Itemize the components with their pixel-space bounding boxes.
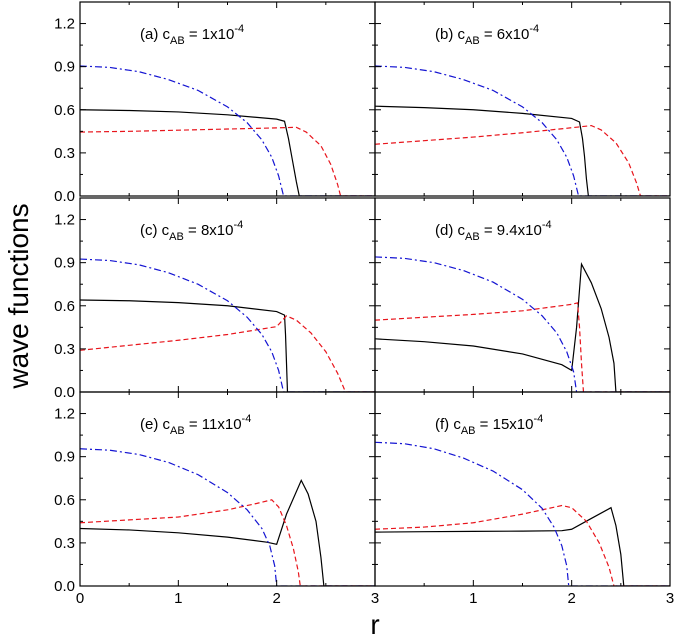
- panel-title-prefix: (d) c: [435, 222, 466, 239]
- x-axis-label: r: [370, 609, 379, 640]
- panel-title-prefix: (c) c: [140, 222, 170, 239]
- y-tick-label: 0.9: [54, 449, 75, 466]
- panel-title-value: = 1x10: [185, 26, 235, 43]
- series-dashed-line: [375, 124, 670, 196]
- panel-e: 0.0 0.3 0.6 0.9 1.2 0 1 2 3 (e) cAB = 11x10-4: [54, 391, 379, 607]
- panel-title-value: = 8x10: [184, 222, 234, 239]
- panel-f: 1 2 3 (f) cAB = 15x10-4: [374, 391, 674, 607]
- y-tick-label: 0.0: [54, 188, 75, 205]
- panel-title-superscript: -4: [233, 219, 243, 231]
- panel-a: 0.0 0.3 0.6 0.9 1.2 (a) cAB = 1x10-4: [54, 1, 376, 205]
- panel-title: (d) cAB = 9.4x10-4: [435, 219, 552, 243]
- x-tick-label: 2: [567, 590, 575, 607]
- panel-title-subscript: AB: [170, 425, 185, 437]
- series-solid-line: [80, 478, 375, 586]
- panel-title-subscript: AB: [170, 35, 185, 47]
- panel-title-superscript: -4: [529, 23, 539, 35]
- y-tick-label: 0.9: [54, 59, 75, 76]
- y-tick-label: 0.9: [54, 255, 75, 272]
- series-dashed-line: [375, 504, 670, 586]
- series-dashed-line: [80, 315, 375, 392]
- panel-title-value: = 11x10: [185, 416, 242, 433]
- series-dashdot-line: [80, 65, 375, 196]
- x-tick-label: 0: [76, 590, 84, 607]
- panel-title-superscript: -4: [533, 413, 543, 425]
- series-solid-line: [375, 261, 670, 392]
- y-tick-label: 1.2: [54, 406, 75, 423]
- panel-title-superscript: -4: [242, 413, 252, 425]
- panel-title-prefix: (f) c: [435, 416, 461, 433]
- panel-title-superscript: -4: [542, 219, 552, 231]
- panel-title-subscript: AB: [169, 231, 184, 243]
- panel-title: (f) cAB = 15x10-4: [435, 413, 543, 437]
- series-dashed-line: [80, 126, 375, 196]
- y-tick-label: 1.2: [54, 212, 75, 229]
- panel-c: 0.0 0.3 0.6 0.9 1.2 (c) cAB = 8x10-4: [54, 197, 376, 401]
- series-solid-line: [375, 105, 670, 196]
- panel-title-prefix: (a) c: [140, 26, 171, 43]
- y-tick-label: 0.3: [54, 145, 75, 162]
- panel-title-subscript: AB: [465, 231, 480, 243]
- y-tick-label: 0.3: [54, 535, 75, 552]
- x-tick-label: 3: [666, 590, 674, 607]
- panel-d: (d) cAB = 9.4x10-4: [374, 197, 671, 393]
- panel-title-value: = 9.4x10: [480, 222, 542, 239]
- y-tick-label: 0.3: [54, 341, 75, 358]
- panel-title-value: = 6x10: [480, 26, 530, 43]
- panel-title-superscript: -4: [234, 23, 244, 35]
- x-tick-label: 2: [272, 590, 280, 607]
- panel-title-prefix: (b) c: [435, 26, 466, 43]
- y-tick-label: 0.0: [54, 384, 75, 401]
- y-tick-label: 0.6: [54, 492, 75, 509]
- series-dashdot-line: [375, 441, 670, 586]
- panel-title-value: = 15x10: [476, 416, 534, 433]
- y-axis-label: wave functions: [3, 203, 34, 389]
- panel-title: (e) cAB = 11x10-4: [140, 413, 251, 437]
- series-solid-line: [80, 299, 375, 392]
- panels-group: 0.00.30.60.91.2(a) cAB = 1x10-4 (b) cAB =…: [54, 1, 674, 607]
- series-solid-line: [80, 109, 375, 196]
- series-solid-line: [375, 506, 670, 586]
- panel-title: (b) cAB = 6x10-4: [435, 23, 539, 47]
- panel-title-prefix: (e) c: [140, 416, 171, 433]
- series-dashdot-line: [80, 258, 375, 392]
- panel-title: (a) cAB = 1x10-4: [140, 23, 244, 47]
- series-dashdot-line: [80, 448, 375, 586]
- x-tick-label: 1: [469, 590, 477, 607]
- x-tick-label: 1: [174, 590, 182, 607]
- series-dashed-line: [375, 302, 670, 392]
- y-tick-label: 0.0: [54, 578, 75, 595]
- panel-b: (b) cAB = 6x10-4: [374, 1, 671, 197]
- x-tick-label: 3: [371, 590, 379, 607]
- series-dashed-line: [80, 499, 375, 586]
- y-tick-label: 1.2: [54, 16, 75, 33]
- y-tick-label: 0.6: [54, 102, 75, 119]
- series-dashdot-line: [375, 65, 670, 196]
- y-tick-label: 0.6: [54, 298, 75, 315]
- panel-title-subscript: AB: [465, 35, 480, 47]
- panel-title: (c) cAB = 8x10-4: [140, 219, 243, 243]
- series-dashdot-line: [375, 256, 670, 392]
- panel-title-subscript: AB: [461, 425, 476, 437]
